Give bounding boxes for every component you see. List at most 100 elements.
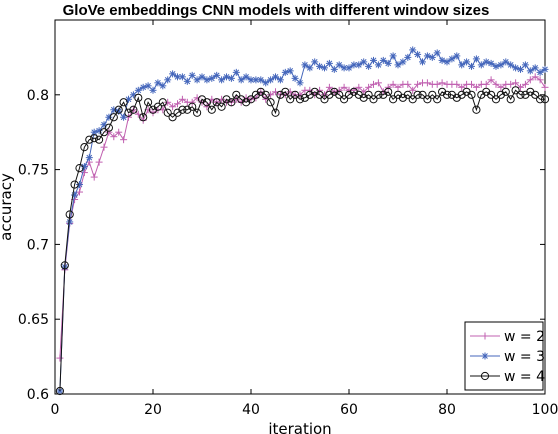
data-point-star [198, 73, 206, 81]
data-point-star [223, 73, 230, 81]
data-series [55, 46, 550, 396]
data-point-star [281, 68, 289, 76]
data-point-star [169, 70, 177, 78]
data-point-circle [188, 102, 197, 111]
y-tick-label: 0.6 [27, 387, 49, 403]
data-point-star [164, 76, 172, 84]
data-point-plus [404, 80, 412, 88]
data-point-circle [364, 90, 373, 99]
legend-label: w = 4 [504, 369, 545, 385]
data-point-plus [512, 79, 520, 87]
legend-label: w = 3 [504, 349, 545, 365]
data-point-circle [491, 95, 501, 104]
data-point-star [301, 61, 309, 69]
data-point-star [517, 65, 524, 73]
data-point-plus [365, 83, 373, 91]
legend: w = 2 w = 3 w = 4 [464, 321, 545, 391]
data-point-star [365, 62, 373, 70]
data-point-star [428, 53, 436, 61]
data-point-circle [129, 105, 138, 114]
data-point-plus [90, 173, 98, 181]
data-point-plus [120, 136, 128, 144]
data-point-star [379, 56, 387, 64]
data-point-plus [433, 80, 441, 88]
data-point-circle [408, 95, 417, 104]
data-point-plus [453, 80, 461, 88]
data-point-circle [202, 98, 211, 107]
data-point-plus [414, 80, 422, 88]
data-point-star [291, 74, 299, 82]
data-point-star [409, 46, 417, 54]
data-point-star [120, 113, 128, 121]
data-point-star [419, 58, 426, 66]
data-point-star [183, 77, 191, 85]
data-point-plus [325, 83, 333, 91]
data-point-plus [541, 83, 549, 91]
data-point-circle [134, 93, 143, 102]
data-point-circle [232, 90, 241, 99]
y-tick-label: 0.65 [18, 312, 49, 328]
data-point-plus [355, 83, 363, 91]
data-point-circle [536, 95, 545, 104]
data-point-star [458, 61, 466, 69]
data-point-star [154, 79, 162, 87]
legend-label: w = 2 [504, 329, 545, 345]
data-point-star [232, 68, 240, 76]
data-point-circle [163, 108, 172, 117]
data-point-circle [389, 95, 398, 104]
data-point-circle [467, 90, 476, 99]
data-point-star [262, 79, 270, 87]
data-point-circle [217, 102, 226, 111]
data-point-star [188, 71, 196, 79]
data-point-star [227, 74, 235, 82]
data-point-star [531, 64, 539, 72]
data-point-star [512, 64, 520, 72]
data-point-star [159, 82, 167, 90]
data-point-plus [394, 83, 402, 91]
data-point-star [213, 71, 221, 79]
data-point-star [404, 53, 412, 61]
data-point-circle [413, 90, 422, 99]
data-point-plus [409, 86, 417, 94]
data-point-star [218, 76, 226, 84]
data-point-circle [168, 113, 177, 122]
data-point-plus [76, 188, 83, 196]
data-point-plus [321, 91, 328, 99]
data-point-circle [193, 108, 202, 117]
data-point-star [208, 74, 216, 82]
data-point-star [463, 58, 471, 66]
data-point-circle [246, 95, 256, 104]
data-point-star [335, 61, 343, 69]
data-point-circle [480, 371, 490, 381]
data-point-star [438, 56, 446, 64]
data-point-star [526, 67, 534, 75]
data-point-circle [207, 105, 216, 114]
x-tick-label: 80 [438, 402, 456, 418]
data-point-circle [119, 98, 128, 107]
data-point-star [272, 73, 279, 81]
data-point-plus [423, 79, 431, 87]
data-point-star [276, 76, 284, 84]
data-point-plus [340, 83, 348, 91]
data-point-plus [468, 80, 475, 88]
data-point-star [374, 61, 382, 69]
data-point-circle [403, 90, 412, 99]
data-point-plus [110, 133, 118, 141]
data-point-plus [384, 83, 392, 91]
data-point-star [394, 61, 402, 69]
data-point-star [477, 61, 485, 69]
data-point-plus [105, 128, 113, 136]
data-point-circle [95, 135, 104, 144]
data-point-star [389, 52, 397, 60]
data-point-star [423, 52, 431, 60]
x-tick-label: 40 [242, 402, 260, 418]
data-point-star [134, 86, 142, 94]
data-point-circle [540, 95, 550, 104]
data-point-circle [433, 95, 442, 104]
data-point-star [203, 76, 211, 84]
data-point-star [267, 76, 275, 84]
data-point-plus [174, 100, 181, 108]
series-line [59, 76, 546, 359]
data-point-circle [144, 98, 153, 107]
